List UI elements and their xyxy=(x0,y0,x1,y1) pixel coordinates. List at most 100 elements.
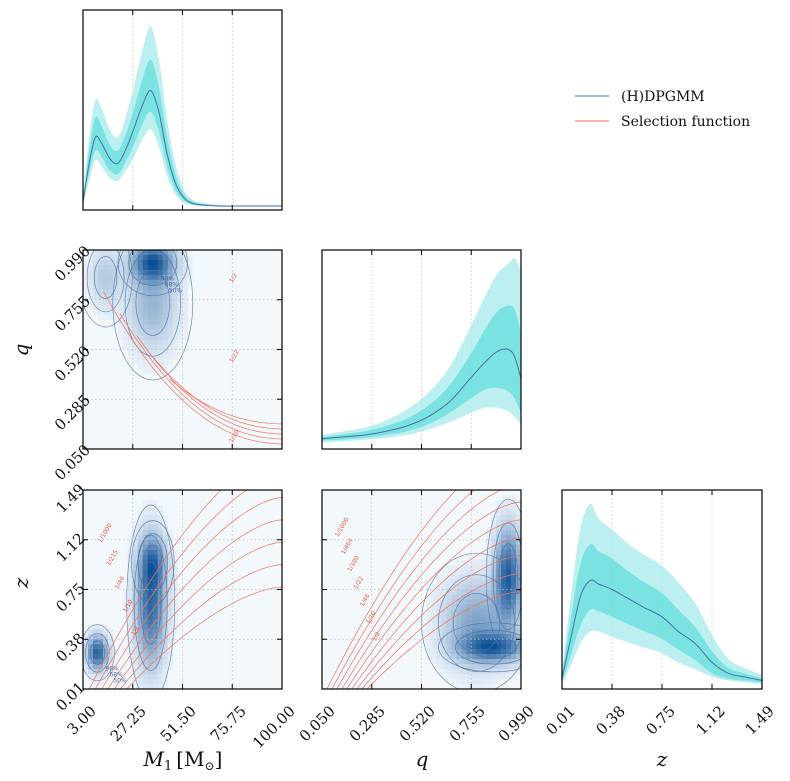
density-cell xyxy=(167,274,173,281)
density-cell xyxy=(466,664,472,670)
density-cell xyxy=(147,574,154,580)
density-cell xyxy=(137,294,144,301)
density-cell xyxy=(486,659,492,665)
density-cell xyxy=(471,559,477,566)
density-cell xyxy=(157,349,164,355)
density-cell xyxy=(162,309,168,316)
density-cell xyxy=(87,644,94,650)
density-cell xyxy=(496,584,502,590)
density-cell xyxy=(142,299,149,306)
density-cell xyxy=(471,589,477,595)
density-cell xyxy=(491,654,497,660)
density-cell xyxy=(167,329,173,335)
density-cell xyxy=(496,544,502,551)
selection-contour xyxy=(113,541,282,689)
density-cell xyxy=(162,554,168,561)
density-cell xyxy=(162,549,168,556)
density-cell xyxy=(516,574,521,580)
density-cell xyxy=(471,564,477,571)
density-cell xyxy=(117,329,124,335)
density-cell xyxy=(142,269,149,276)
density-cell xyxy=(516,559,521,566)
density-cell xyxy=(481,574,487,580)
ticks-z-vs-m1 xyxy=(82,489,283,690)
density-cell xyxy=(461,609,467,615)
density-cell xyxy=(122,594,129,600)
density-cell xyxy=(97,634,104,640)
density-cell xyxy=(142,659,149,665)
density-cell xyxy=(466,574,472,580)
density-cell xyxy=(162,674,168,680)
density-cell xyxy=(456,614,462,620)
density-cell xyxy=(97,250,104,256)
density-cell xyxy=(461,564,467,571)
density-cell xyxy=(107,629,114,635)
density-cell xyxy=(127,634,134,640)
density-cell xyxy=(471,674,477,680)
density-cell xyxy=(167,359,173,365)
density-cell xyxy=(152,554,159,561)
credible-contour xyxy=(492,522,521,630)
density-cell xyxy=(172,354,178,360)
density-cell xyxy=(92,289,99,296)
density-cell xyxy=(481,559,487,566)
density-cell xyxy=(172,589,178,595)
density-cell xyxy=(122,269,129,276)
density-cell xyxy=(97,624,104,630)
density-cell xyxy=(142,649,149,655)
density-cell xyxy=(177,319,183,326)
density-cell xyxy=(491,529,497,536)
density-cell xyxy=(506,524,512,531)
selection-contour xyxy=(326,490,457,689)
density-cell xyxy=(182,309,188,316)
density-cell xyxy=(456,624,462,630)
density-cell xyxy=(167,654,173,660)
density-cell xyxy=(441,579,447,585)
density-cell xyxy=(107,299,114,306)
density-cell xyxy=(132,604,139,610)
density-cell xyxy=(182,289,188,296)
density-cell xyxy=(97,279,104,286)
density-cell xyxy=(132,259,139,266)
density-cell xyxy=(456,579,462,585)
density-cell xyxy=(157,654,164,660)
density-cell xyxy=(516,519,521,526)
density-cell xyxy=(107,309,114,316)
density-cell xyxy=(491,644,497,650)
density-cell xyxy=(167,569,173,575)
density-cell xyxy=(147,589,154,595)
density-cell xyxy=(476,609,482,615)
density-cell xyxy=(436,614,442,620)
density-cell xyxy=(476,599,482,605)
density-cell xyxy=(147,539,154,546)
density-cell xyxy=(92,624,99,630)
density-cell xyxy=(456,664,462,670)
density-cell xyxy=(137,684,144,689)
density-cell xyxy=(486,529,492,536)
x-tick-label: 0.050 xyxy=(296,702,339,745)
density-cell xyxy=(132,529,139,536)
density-cell xyxy=(471,684,477,689)
density-cell xyxy=(127,589,134,595)
density-cell xyxy=(147,624,154,630)
density-cell xyxy=(157,674,164,680)
x-axis-title-m1: M1 [M⊙] xyxy=(143,747,223,774)
density-cell xyxy=(466,679,472,685)
density-cell xyxy=(511,494,517,501)
density-cell xyxy=(501,529,507,536)
density-cell xyxy=(152,259,159,266)
density-cell xyxy=(496,564,502,571)
density-cell xyxy=(107,250,114,256)
density-cell xyxy=(127,329,134,335)
density-cell xyxy=(147,284,154,291)
density-cell xyxy=(426,619,432,625)
density-cell xyxy=(182,304,188,311)
density-cell xyxy=(132,304,139,311)
credible-contour xyxy=(469,636,518,659)
density-cell xyxy=(496,524,502,531)
density-cell xyxy=(167,354,173,360)
density-cell xyxy=(147,264,154,271)
density-cell xyxy=(516,524,521,531)
density-cell xyxy=(87,639,94,645)
density-cell xyxy=(436,599,442,605)
